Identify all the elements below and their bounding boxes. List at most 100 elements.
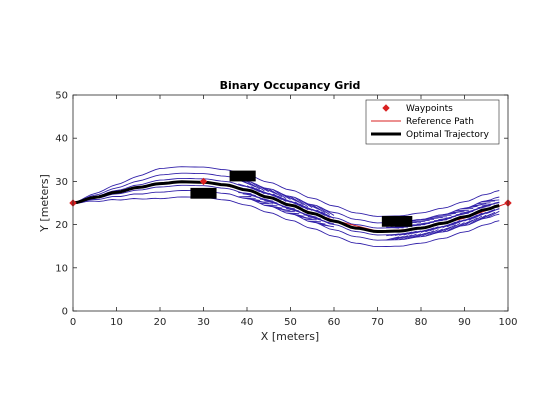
legend-entry-reference-path: Reference Path <box>371 117 474 127</box>
replan-segment <box>442 221 456 228</box>
replan-segment <box>481 209 496 215</box>
replan-segment <box>255 200 269 204</box>
legend-entry-waypoints: Waypoints <box>382 104 453 114</box>
x-tick-label: 90 <box>458 317 471 328</box>
replan-segment <box>320 224 335 228</box>
replan-segment <box>412 232 426 239</box>
replan-segment <box>246 185 261 193</box>
replan-segment <box>290 200 304 209</box>
replan-segment <box>434 215 448 218</box>
x-tick-label: 60 <box>328 317 341 328</box>
replan-segment <box>442 224 457 233</box>
legend: Waypoints Reference Path Optimal Traject… <box>365 99 500 145</box>
replan-segment <box>299 216 313 220</box>
chart-title: Binary Occupancy Grid <box>220 79 361 92</box>
replan-segment <box>394 235 409 241</box>
replan-segment <box>316 209 330 218</box>
replan-segment <box>451 222 465 230</box>
legend-label-optimal-trajectory: Optimal Trajectory <box>406 130 490 140</box>
replan-segment <box>294 197 309 208</box>
x-tick-label: 20 <box>154 317 167 328</box>
x-tick-label: 30 <box>197 317 210 328</box>
x-tick-label: 100 <box>498 317 517 328</box>
replan-segment <box>434 219 448 222</box>
replan-segment <box>277 191 291 200</box>
replan-segment <box>486 199 500 202</box>
y-tick-label: 0 <box>62 307 68 318</box>
replan-segment <box>268 192 282 200</box>
obstacle <box>190 187 217 199</box>
replan-segment <box>251 186 265 195</box>
x-axis-label: X [meters] <box>261 330 319 343</box>
x-tick-label: 80 <box>415 317 428 328</box>
replan-segment <box>486 202 500 206</box>
replan-segment <box>464 214 478 222</box>
replan-segment <box>468 215 483 225</box>
replan-segment <box>429 228 443 236</box>
replan-segment <box>481 200 495 203</box>
replan-segment <box>416 219 430 222</box>
replan-segment <box>472 214 487 224</box>
replan-segment <box>307 220 321 223</box>
x-tick-label: 0 <box>70 317 76 328</box>
replan-segment <box>260 202 274 205</box>
replan-segment <box>242 180 256 188</box>
replan-segment <box>272 189 287 200</box>
replan-segment <box>425 226 439 233</box>
replan-segment <box>399 234 413 241</box>
y-tick-label: 20 <box>55 220 68 231</box>
replan-segment <box>294 201 309 211</box>
replan-segment <box>455 212 469 216</box>
x-tick-label: 70 <box>371 317 384 328</box>
replan-segment <box>238 192 252 195</box>
x-tick-label: 40 <box>241 317 254 328</box>
replan-segment <box>281 210 295 213</box>
replan-segment <box>390 236 404 241</box>
replan-segment <box>316 205 330 216</box>
replan-segment <box>259 198 274 202</box>
legend-label-reference-path: Reference Path <box>406 117 474 127</box>
legend-label-waypoints: Waypoints <box>406 104 453 114</box>
replan-segment <box>486 210 500 219</box>
replan-segment <box>251 181 265 192</box>
candidate-trajectory <box>73 166 500 217</box>
replan-segment <box>403 230 417 236</box>
replan-segment <box>286 212 300 215</box>
y-tick-label: 40 <box>55 134 68 145</box>
axis-ticks: 0 10 20 30 40 50 60 70 80 90 100 0 10 20 30 40 50 <box>55 91 517 329</box>
replan-segment <box>416 231 430 238</box>
x-tick-label: 10 <box>110 317 123 328</box>
replan-segment <box>407 233 422 239</box>
replan-segment <box>459 219 474 227</box>
legend-marker-waypoints <box>382 104 390 112</box>
replan-segment <box>477 202 491 204</box>
replan-segment <box>246 181 261 190</box>
replan-segment <box>425 217 439 220</box>
y-axis-label: Y [meters] <box>38 174 51 233</box>
replan-segment <box>481 211 496 220</box>
optimal-trajectory <box>73 180 500 233</box>
replan-segment <box>451 210 465 213</box>
replan-segment <box>412 220 426 223</box>
replan-segment <box>320 207 335 216</box>
waypoint-marker <box>199 177 208 186</box>
legend-entry-optimal-trajectory: Optimal Trajectory <box>371 130 490 140</box>
plot-content <box>73 166 508 248</box>
replan-segment <box>420 227 435 233</box>
replan-segment <box>268 188 283 198</box>
replan-segment <box>446 219 461 228</box>
replan-segment <box>438 226 452 233</box>
replan-segment <box>386 226 400 229</box>
replan-segment <box>285 195 300 203</box>
replan-segment <box>264 187 278 195</box>
replan-segment <box>425 229 439 237</box>
candidate-trajectory <box>73 190 500 241</box>
replan-segment <box>272 193 287 202</box>
replan-segment <box>264 204 278 207</box>
replan-segment <box>386 236 400 241</box>
replan-segment <box>320 219 335 225</box>
obstacle <box>381 215 413 227</box>
replan-segment <box>403 233 417 240</box>
replan-segment <box>473 203 487 207</box>
